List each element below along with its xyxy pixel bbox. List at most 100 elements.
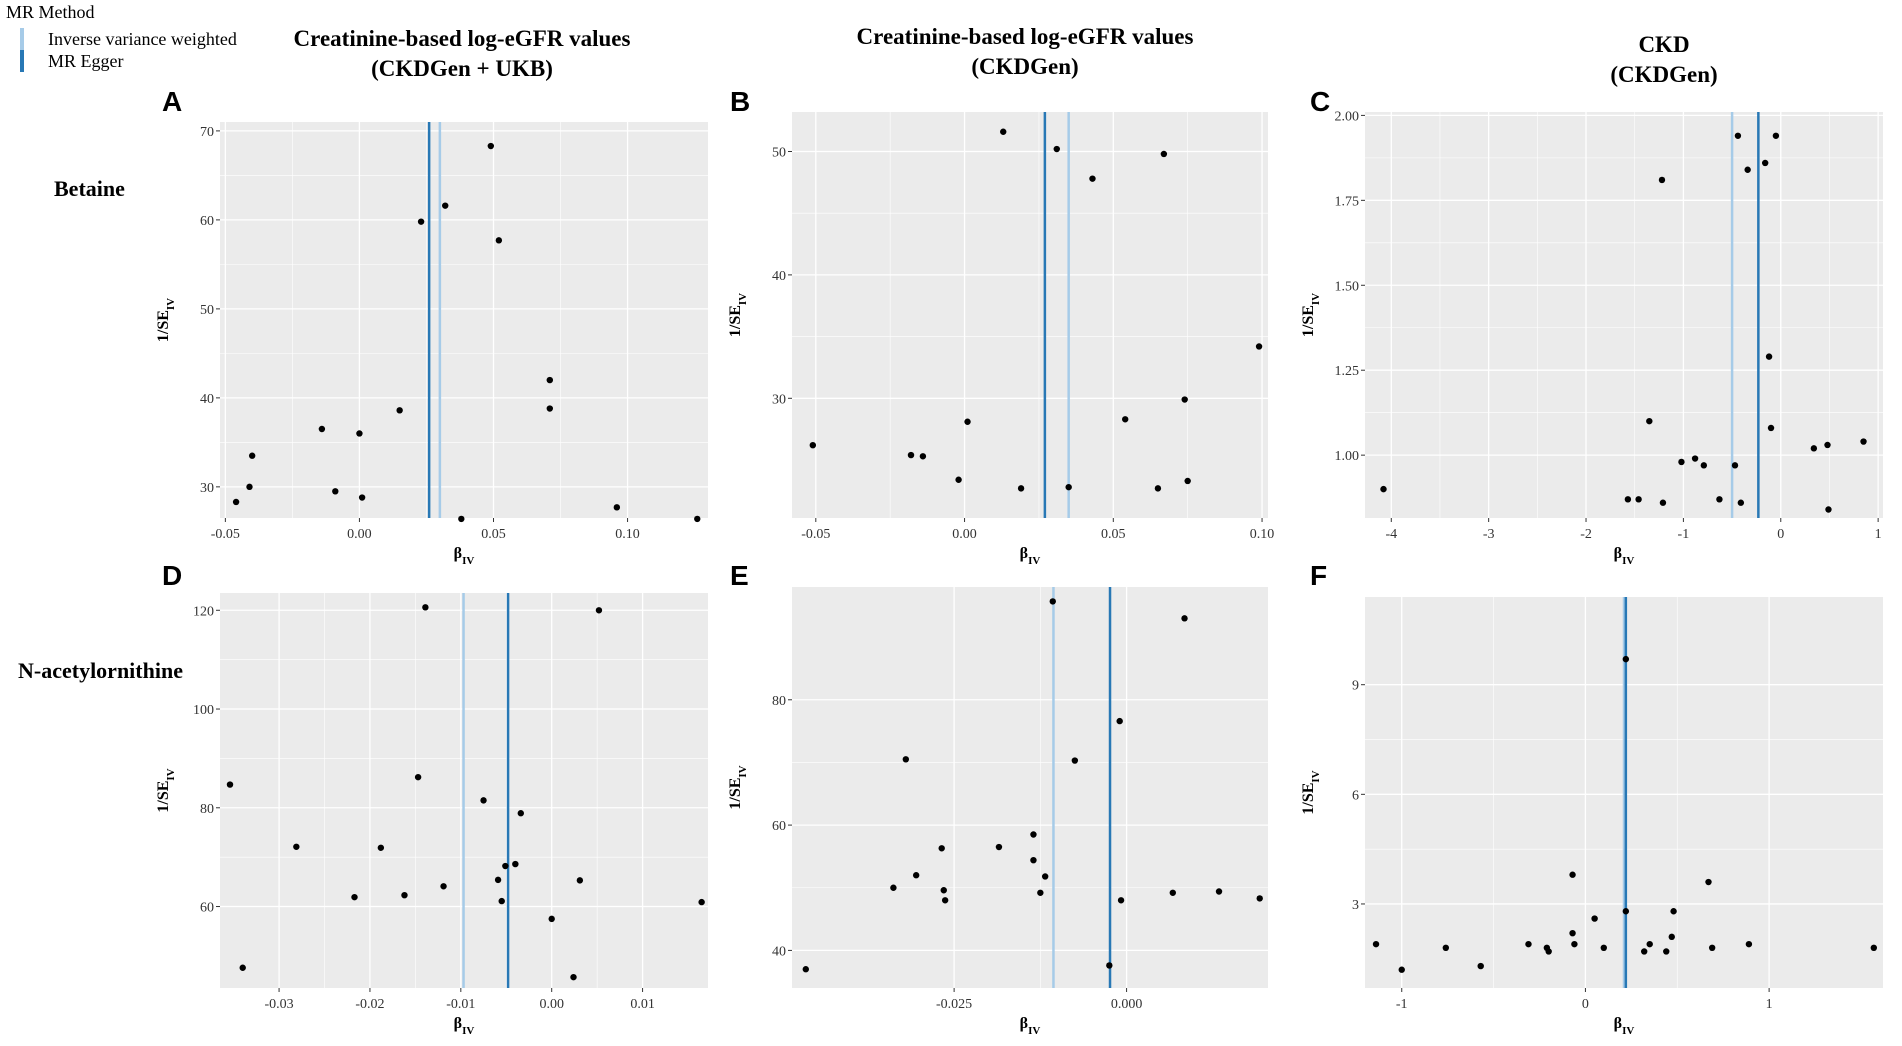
data-point: [1646, 940, 1653, 948]
data-point: [458, 515, 465, 523]
data-point: [293, 843, 300, 850]
x-axis-label: βIV: [1614, 545, 1635, 567]
data-point: [1089, 175, 1096, 182]
panel-c: -4 -3 -2 -1 0 1 1.00 1.25 1.50 1.75 2.00 βIV 1/SEIV: [1300, 109, 1883, 567]
y-tick-label: 40: [772, 269, 786, 284]
x-tick-label: -2: [1580, 527, 1592, 542]
x-tick-label: -3: [1483, 527, 1495, 542]
data-point: [1600, 944, 1607, 952]
data-point: [1825, 506, 1832, 513]
data-point: [1000, 128, 1007, 135]
x-tick-label: 1: [1875, 527, 1882, 542]
x-tick-label: 0.00: [952, 527, 977, 542]
panel-background-b: [792, 112, 1268, 518]
data-point: [1716, 496, 1723, 503]
y-axis-label-subscript: IV: [1310, 293, 1322, 305]
data-point: [1646, 417, 1653, 425]
y-tick-label: 1.50: [1335, 279, 1360, 294]
x-axis-label-subscript: IV: [1622, 1025, 1634, 1037]
data-point: [1622, 655, 1630, 663]
data-point: [1691, 455, 1699, 462]
data-point: [1122, 416, 1129, 423]
data-point: [548, 915, 555, 923]
data-point: [1700, 462, 1708, 469]
panel-e: -0.025 0.000 40 60 80 βIV 1/SEIV: [727, 587, 1268, 1037]
data-point: [1659, 499, 1667, 506]
data-point: [1668, 933, 1675, 941]
panel-letter-d: D: [162, 560, 183, 591]
data-point: [1181, 396, 1188, 403]
data-point: [502, 862, 509, 870]
data-point: [1053, 145, 1060, 153]
row-label-n-acetylornithine: N-acetylornithine: [18, 658, 183, 683]
data-point: [512, 860, 519, 868]
x-tick-label: 0.10: [1250, 527, 1275, 542]
data-point: [1708, 944, 1716, 952]
data-point: [964, 418, 971, 425]
data-point: [1049, 598, 1056, 605]
data-point: [1571, 940, 1578, 948]
data-point: [1037, 889, 1044, 896]
data-point: [995, 843, 1003, 851]
x-tick-label: 1: [1766, 997, 1773, 1012]
y-tick-label: 40: [772, 944, 786, 959]
panel-background-a: [220, 122, 708, 518]
x-tick-label: 0.00: [347, 527, 372, 542]
data-point: [1641, 948, 1648, 955]
data-point: [809, 441, 817, 449]
y-axis-label-subscript: IV: [737, 765, 749, 777]
data-point: [1624, 496, 1632, 503]
data-point: [480, 797, 487, 804]
data-point: [698, 898, 705, 906]
data-point: [938, 845, 945, 852]
data-point: [401, 891, 408, 899]
data-point: [1591, 915, 1598, 922]
panel-b: -0.05 0.00 0.05 0.10 30 40 50 βIV 1/SEIV: [727, 112, 1274, 567]
data-point: [955, 476, 962, 483]
data-point: [1772, 132, 1780, 139]
data-point: [546, 376, 554, 384]
row-label-betaine: Betaine: [54, 176, 125, 201]
data-point: [1622, 908, 1630, 915]
data-point: [1705, 878, 1712, 886]
panel-letter-a: A: [162, 86, 183, 117]
column-title-3-line1: CKD: [1638, 32, 1690, 57]
y-axis-label: 1/SEIV: [727, 765, 749, 809]
data-point: [1380, 485, 1387, 493]
data-point: [440, 883, 447, 890]
y-axis-label: 1/SEIV: [1300, 293, 1322, 337]
data-point: [414, 773, 422, 781]
y-tick-label: 100: [193, 703, 214, 718]
data-point: [576, 877, 584, 884]
y-tick-label: 30: [772, 392, 786, 407]
data-point: [1761, 159, 1769, 167]
panel-letter-e: E: [730, 560, 749, 591]
data-point: [890, 884, 897, 891]
x-tick-label: 0.10: [615, 527, 640, 542]
data-point: [248, 452, 256, 459]
data-point: [1569, 871, 1576, 878]
y-tick-label: 120: [193, 604, 214, 619]
panel-f: -1 0 1 3 6 9 βIV 1/SEIV: [1300, 597, 1883, 1037]
data-point: [356, 430, 363, 437]
data-point: [377, 844, 385, 851]
data-point: [941, 897, 949, 904]
y-tick-label: 2.00: [1335, 109, 1360, 124]
data-point: [1860, 438, 1867, 445]
y-tick-label: 60: [200, 901, 214, 916]
y-axis-label-subscript: IV: [165, 298, 177, 310]
data-point: [494, 876, 502, 884]
y-tick-label: 60: [772, 819, 786, 834]
data-point: [495, 237, 503, 244]
x-axis-label-subscript: IV: [462, 1025, 474, 1037]
x-axis-label: βIV: [1614, 1015, 1635, 1037]
data-point: [1670, 908, 1677, 915]
x-tick-label: -1: [1396, 997, 1408, 1012]
data-point: [902, 756, 910, 763]
data-point: [1767, 424, 1775, 432]
legend-label-egger: MR Egger: [48, 51, 124, 71]
y-tick-label: 40: [200, 392, 214, 407]
data-point: [1734, 132, 1742, 139]
y-tick-label: 1.00: [1335, 449, 1360, 464]
